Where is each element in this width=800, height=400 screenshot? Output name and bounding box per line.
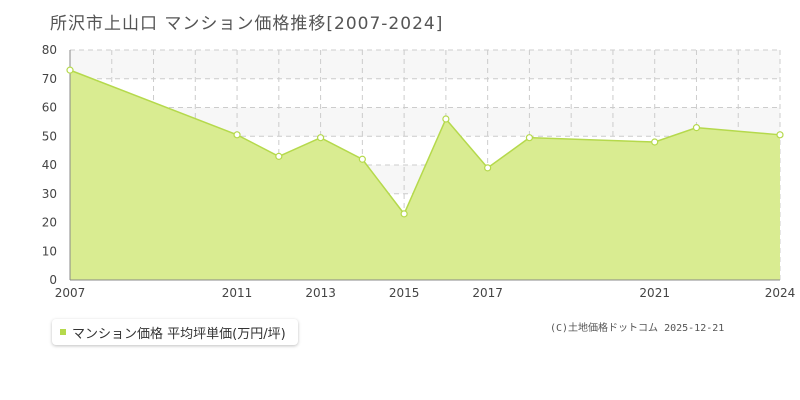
chart-title: 所沢市上山口 マンション価格推移[2007-2024] [50, 14, 444, 34]
x-tick-label: 2013 [305, 286, 336, 300]
data-point [358, 155, 366, 163]
area-chart: 0 10 20 30 40 50 60 70 80 2007 2011 2013 2015 2017 202… [42, 43, 796, 300]
y-tick-label: 20 [42, 216, 57, 230]
series-area [70, 70, 780, 280]
data-point [651, 138, 659, 146]
data-point [692, 124, 701, 132]
x-tick-label: 2021 [639, 286, 670, 300]
legend-marker [60, 329, 66, 335]
y-tick-label: 0 [49, 273, 57, 287]
y-tick-label: 60 [42, 101, 57, 115]
data-point [776, 131, 784, 139]
data-point [525, 134, 534, 142]
data-point [442, 115, 450, 123]
grid-band [70, 50, 780, 79]
x-tick-label: 2015 [389, 286, 420, 300]
data-point [316, 134, 325, 142]
y-tick-label: 30 [42, 187, 57, 201]
copyright-text: (C)土地価格ドットコム 2025-12-21 [550, 323, 725, 334]
x-tick-label: 2011 [222, 286, 253, 300]
y-tick-label: 80 [42, 43, 57, 57]
x-tick-label: 2017 [472, 286, 503, 300]
y-tick-label: 50 [42, 129, 57, 143]
data-point [484, 164, 492, 172]
grid-band [70, 78, 780, 108]
y-tick-label: 70 [42, 72, 57, 86]
y-tick-label: 40 [42, 158, 57, 172]
y-tick-label: 10 [42, 244, 57, 258]
data-point [400, 210, 408, 218]
data-point [233, 131, 241, 139]
x-tick-label: 2007 [55, 286, 86, 300]
data-point [275, 152, 283, 160]
data-point [66, 66, 74, 74]
legend: マンション価格 平均坪単価(万円/坪) [52, 319, 298, 345]
x-tick-label: 2024 [765, 286, 796, 300]
legend-label: マンション価格 平均坪単価(万円/坪) [72, 326, 286, 342]
series-line [69, 69, 781, 216]
